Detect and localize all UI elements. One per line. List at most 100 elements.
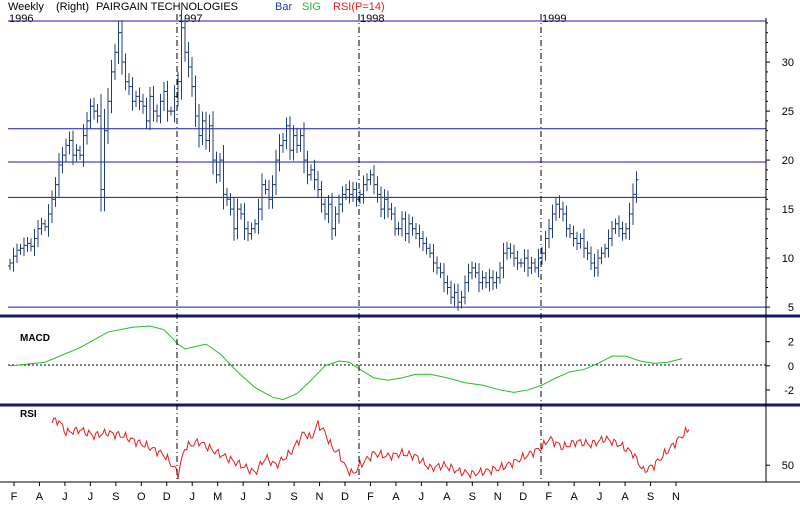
price-bar	[60, 146, 65, 174]
year-label: 1998	[360, 13, 384, 25]
price-bar	[253, 219, 257, 234]
price-bar	[421, 230, 425, 251]
price-bar	[389, 202, 394, 221]
month-label: D	[163, 491, 171, 503]
price-bar	[309, 164, 313, 181]
legend-rsi: RSI(P=14)	[333, 1, 385, 13]
price-bar	[102, 108, 107, 212]
price-bar	[186, 41, 191, 78]
price-bar	[81, 124, 86, 167]
month-label: J	[62, 491, 68, 503]
month-label: A	[621, 491, 629, 503]
price-bar	[599, 247, 604, 265]
price-bar	[526, 249, 530, 277]
price-bar	[57, 153, 61, 197]
macd-panel-label: MACD	[20, 333, 50, 344]
price-bar	[435, 256, 439, 275]
price-bar	[480, 270, 485, 290]
month-label: S	[290, 491, 297, 503]
price-bar	[43, 219, 47, 231]
price-bar	[414, 223, 418, 240]
price-bar	[529, 256, 534, 275]
price-bar	[487, 268, 492, 292]
price-bar	[18, 243, 23, 255]
month-label: A	[36, 491, 44, 503]
price-bar	[46, 204, 51, 237]
price-ytick-label: 25	[782, 106, 794, 118]
price-bar	[88, 98, 93, 129]
price-bar	[155, 104, 159, 123]
price-bar	[74, 144, 79, 162]
year-dividers	[176, 14, 542, 482]
year-label: 1999	[542, 13, 566, 25]
month-label: A	[392, 491, 400, 503]
price-bar	[158, 93, 163, 124]
price-bar	[393, 206, 397, 236]
price-bar	[15, 243, 19, 263]
price-bar	[323, 198, 327, 220]
price-bar	[130, 77, 135, 111]
price-bar	[71, 130, 75, 166]
price-bar	[543, 230, 548, 261]
price-bar	[148, 86, 152, 131]
price-bar	[291, 125, 296, 161]
price-bar	[221, 145, 226, 210]
price-bar	[92, 97, 96, 120]
price-bar	[197, 104, 201, 148]
price-bar	[624, 223, 628, 240]
price-bar	[295, 127, 299, 154]
price-bar	[613, 218, 618, 234]
price-bar	[627, 202, 632, 240]
price-bar	[351, 181, 355, 202]
price-bar	[550, 204, 555, 239]
price-bar	[519, 258, 523, 268]
price-bar	[568, 223, 572, 239]
price-ytick-label: 15	[782, 204, 794, 216]
price-bar	[470, 261, 474, 280]
price-bar	[620, 221, 625, 241]
month-label: S	[469, 491, 476, 503]
price-ytick-label: 30	[782, 57, 794, 69]
price-bar	[298, 129, 303, 152]
month-label: J	[266, 491, 272, 503]
price-bar	[533, 258, 537, 273]
price-bar	[218, 153, 222, 182]
price-bar	[288, 116, 292, 160]
price-bar	[400, 211, 404, 237]
price-bar	[438, 262, 443, 278]
price-bar	[326, 195, 331, 224]
price-bar	[564, 205, 569, 238]
price-bar	[610, 220, 614, 247]
price-bar	[239, 203, 243, 220]
price-bar	[25, 237, 30, 252]
month-label: N	[316, 491, 324, 503]
price-bar	[403, 211, 408, 242]
price-bar	[277, 134, 282, 172]
price-bar	[249, 222, 254, 240]
price-bar	[113, 44, 117, 81]
price-bar	[305, 150, 310, 185]
price-bar	[267, 179, 271, 209]
price-bar	[316, 170, 320, 199]
period-label: Weekly	[8, 1, 44, 13]
price-bar	[442, 263, 446, 293]
price-bar	[617, 215, 621, 238]
price-bar	[477, 263, 481, 293]
price-bar	[512, 244, 516, 267]
macd-y-axis: 2 0 -2	[766, 337, 794, 397]
price-bar	[141, 93, 145, 114]
price-bar	[340, 186, 345, 213]
price-bar	[232, 197, 236, 241]
month-label: S	[647, 491, 654, 503]
legend-sig: SIG	[302, 1, 321, 13]
price-bar	[78, 145, 82, 160]
price-bar	[582, 228, 586, 258]
price-bar	[274, 149, 278, 195]
price-bar	[368, 169, 373, 185]
price-bar	[214, 151, 219, 184]
price-bar	[386, 190, 390, 218]
price-bar	[571, 225, 576, 247]
price-bar	[547, 219, 551, 249]
price-bar	[270, 175, 275, 209]
